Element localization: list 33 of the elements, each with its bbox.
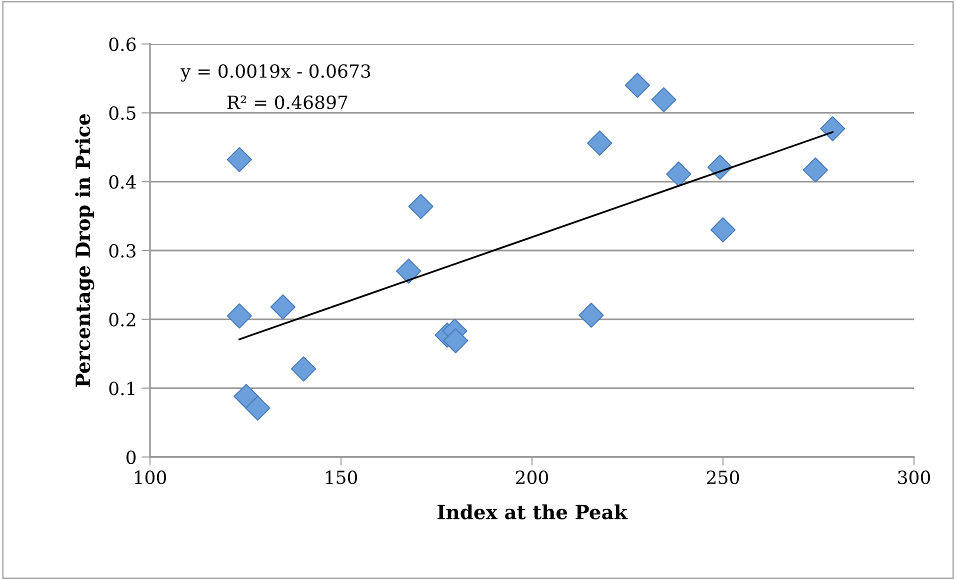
point [820,116,846,142]
point [226,147,252,172]
point [396,258,422,284]
point [270,294,296,320]
y-axis-title: Percentage Drop in Price [75,114,94,387]
point [666,162,692,187]
point [234,384,259,410]
y-tick-label: 0.5 [109,106,136,120]
y-tick-label: 0.2 [109,312,136,326]
x-tick-label: 250 [706,470,740,484]
y-tick-label: 0.1 [109,382,134,396]
x-axis-title: Index at the Peak [438,504,628,520]
point [290,356,316,382]
point [802,157,828,183]
y-tick-label: 0 [126,450,136,464]
point [651,87,676,112]
annotation: y = 0.0019x - 0.0673 [180,64,370,82]
point [245,396,270,421]
y-tick-label: 0.6 [109,37,136,52]
point [408,194,434,220]
x-tick-label: 300 [898,470,930,484]
point [587,130,612,156]
x-tick-label: 100 [134,470,166,484]
x-tick-label: 200 [516,470,548,484]
x-tick-label: 150 [326,470,358,484]
y-tick-label: 0.4 [109,175,136,189]
point [443,328,468,354]
annotation: R² = 0.46897 [227,95,348,110]
point [710,217,736,242]
point [624,72,650,98]
point [226,303,252,328]
point [578,302,604,328]
y-tick-label: 0.3 [109,244,136,258]
